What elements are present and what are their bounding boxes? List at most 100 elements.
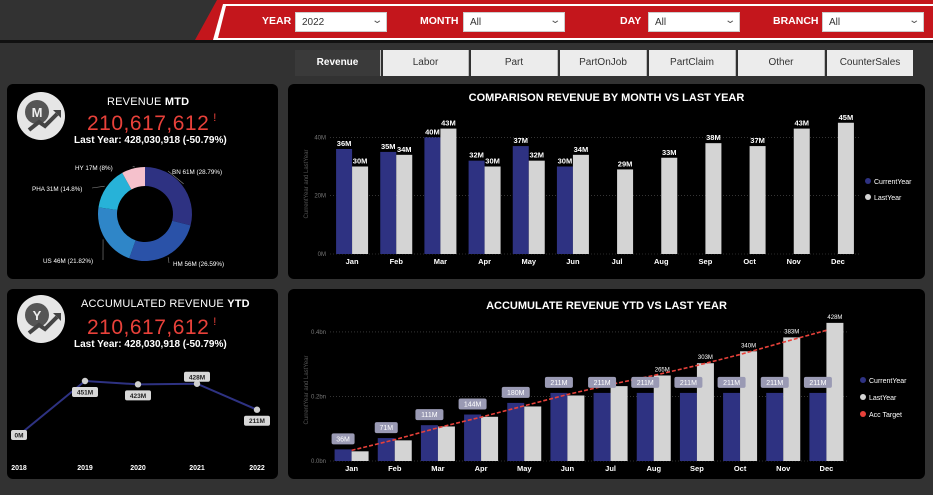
tab-labor[interactable]: Labor <box>383 50 469 76</box>
last-year-data-label: 340M <box>741 343 756 349</box>
bar-last-year <box>484 166 501 254</box>
last-year-data-label: 303M <box>698 355 713 361</box>
bar-current-year <box>550 392 568 461</box>
bar-current-year <box>723 392 741 461</box>
x-tick-label: Jun <box>561 464 575 473</box>
alert-icon: ! <box>213 112 217 124</box>
bar-data-label: 32M <box>469 151 484 160</box>
bar-data-label: 32M <box>529 151 544 160</box>
bar-last-year <box>437 426 455 461</box>
bar-last-year <box>396 154 413 254</box>
cumulative-label-box <box>588 376 617 388</box>
trend-x-tick: 2020 <box>130 465 146 472</box>
cumulative-data-label: 144M <box>464 402 482 409</box>
x-tick-label: Dec <box>831 257 845 266</box>
accumulated-revenue-ytd-card: Y ACCUMULATED REVENUE YTD 210,617,612! L… <box>7 289 278 479</box>
bar-last-year <box>394 440 412 461</box>
y-tick-label: 0.2bn <box>311 394 326 400</box>
trend-point <box>193 380 201 387</box>
bar-data-label: 43M <box>441 119 456 128</box>
trend-data-label: 428M <box>189 374 205 381</box>
tab-partclaim[interactable]: PartClaim <box>649 50 736 76</box>
y-tick-label: 20M <box>314 194 326 200</box>
x-tick-label: Oct <box>743 257 756 266</box>
y-tick-label: 0M <box>318 252 326 258</box>
legend-acc-target: Acc Target <box>869 412 902 419</box>
branch-filter-select[interactable]: All ⌄ <box>822 12 924 32</box>
chevron-down-icon: ⌄ <box>723 15 736 26</box>
bar-last-year <box>524 406 542 461</box>
x-tick-label: Apr <box>475 464 488 473</box>
donut-leader-line <box>167 170 184 185</box>
monthly-comparison-chart: 0M 20M 40M CurrentYear and LastYear Jan Feb Ma… <box>304 113 912 266</box>
mtd-title: REVENUE MTD <box>107 96 190 108</box>
trend-label-box <box>184 371 210 382</box>
x-tick-label: Jan <box>346 257 359 266</box>
cumulative-label-box <box>674 376 703 388</box>
cumulative-data-label: 36M <box>336 436 350 443</box>
donut-leader-line <box>167 257 170 264</box>
year-filter-label: YEAR <box>262 15 292 27</box>
trend-data-label: 211M <box>249 418 265 425</box>
x-tick-label: Jan <box>345 464 358 473</box>
bar-data-label: 35M <box>381 142 396 151</box>
month-filter-label: MONTH <box>420 15 459 27</box>
bar-data-label: 43M <box>794 119 809 128</box>
legend-last-year: LastYear <box>869 395 897 402</box>
bar-data-label: 45M <box>839 113 854 122</box>
bar-last-year <box>826 322 844 461</box>
bar-last-year <box>653 375 671 461</box>
x-tick-label: Apr <box>478 257 491 266</box>
bar-data-label: 29M <box>618 159 633 168</box>
month-filter-select[interactable]: All ⌄ <box>463 12 565 32</box>
yearly-growth-icon: Y <box>17 295 65 343</box>
bar-last-year <box>567 395 585 461</box>
tab-part[interactable]: Part <box>471 50 558 76</box>
bar-last-year <box>740 351 758 461</box>
bar-current-year <box>468 160 485 254</box>
trend-label-box <box>11 430 27 440</box>
bar-last-year <box>793 128 810 254</box>
tab-countersales[interactable]: CounterSales <box>827 50 913 76</box>
x-tick-label: Aug <box>646 464 661 473</box>
donut-label-hm: HM 56M (26.59%) <box>173 261 224 268</box>
x-tick-label: Nov <box>776 464 791 473</box>
day-filter-select[interactable]: All ⌄ <box>648 12 740 32</box>
cumulative-data-label: 211M <box>550 380 567 387</box>
trend-x-tick: 2018 <box>11 465 27 472</box>
bar-current-year <box>636 392 654 461</box>
bar-current-year <box>420 425 438 461</box>
tab-other[interactable]: Other <box>738 50 825 76</box>
bar-current-year <box>464 414 482 461</box>
tab-partonjob[interactable]: PartOnJob <box>560 50 647 76</box>
legend-current-year: CurrentYear <box>874 179 912 186</box>
year-filter-select[interactable]: 2022 ⌄ <box>295 12 387 32</box>
last-year-data-label: 428M <box>827 315 842 321</box>
donut-label-us: US 46M (21.82%) <box>43 258 93 265</box>
target-line <box>351 329 827 452</box>
trend-label-box <box>244 415 270 426</box>
last-year-data-label: 265M <box>655 367 670 373</box>
tab-revenue[interactable]: Revenue <box>295 50 381 76</box>
revenue-mtd-card: M REVENUE MTD 210,617,612! Last Year: 42… <box>7 84 278 279</box>
trend-x-tick: 2021 <box>189 465 205 472</box>
ytd-value: 210,617,612! <box>87 316 217 339</box>
x-tick-label: May <box>521 257 536 266</box>
bar-data-label: 36M <box>337 139 352 148</box>
cumulative-label-box <box>631 376 660 388</box>
cumulative-data-label: 211M <box>594 380 611 387</box>
bar-current-year <box>593 392 611 461</box>
bar-last-year <box>617 169 634 254</box>
bar-current-year <box>380 151 397 254</box>
x-tick-label: Jun <box>566 257 580 266</box>
cumulative-label-box <box>544 376 573 388</box>
branch-filter-label: BRANCH <box>773 15 819 27</box>
bar-last-year <box>351 451 369 461</box>
donut-slice-hy <box>122 167 145 190</box>
bar-data-label: 37M <box>513 136 528 145</box>
y-tick-label: 40M <box>314 135 326 141</box>
legend-current-year-swatch <box>860 377 866 383</box>
bar-last-year <box>481 416 499 461</box>
cumulative-label-box <box>803 376 832 388</box>
bar-data-label: 34M <box>574 145 589 154</box>
